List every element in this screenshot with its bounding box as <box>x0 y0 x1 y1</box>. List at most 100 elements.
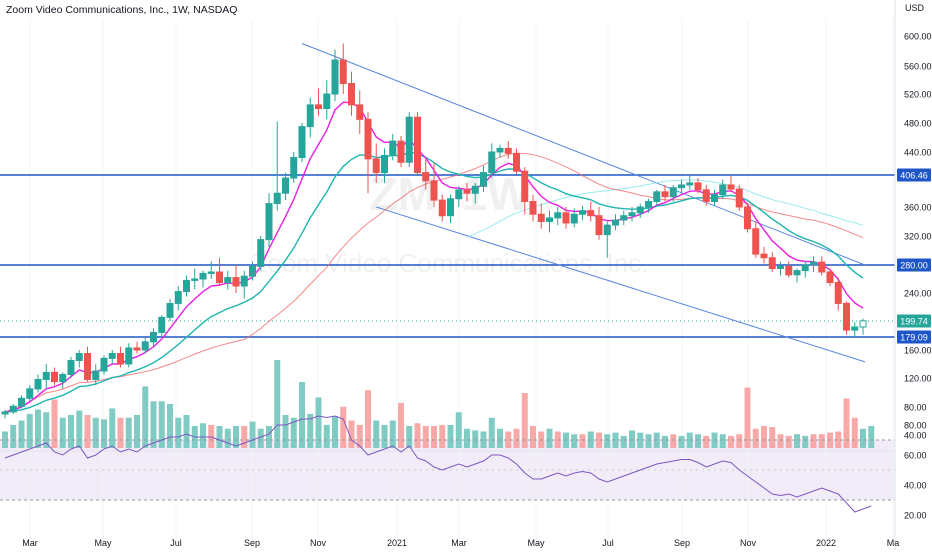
candle-body <box>315 104 322 109</box>
candle-body <box>306 104 314 128</box>
candle-body <box>199 272 207 280</box>
candle-body <box>59 374 67 383</box>
candle-body <box>546 217 553 222</box>
volume-bar <box>315 397 322 448</box>
time-tick-label: Mar <box>451 538 467 548</box>
candle-body <box>75 353 83 361</box>
volume-bar <box>645 434 652 448</box>
candle-body <box>463 189 471 194</box>
price-badge-label: 199.74 <box>900 317 928 327</box>
candle-body <box>364 118 372 160</box>
currency-label[interactable]: USD <box>904 3 924 13</box>
candle-body <box>694 182 702 191</box>
candle-body <box>735 188 743 208</box>
volume-bar <box>307 413 314 448</box>
volume-bar <box>546 428 553 448</box>
price-badges: 406.46 280.00 199.74 179.09 <box>897 168 931 344</box>
volume-bar <box>142 386 149 448</box>
candle-body <box>1 411 9 415</box>
time-tick-label: Mar <box>22 538 38 548</box>
channel-upper-line <box>301 43 866 266</box>
volume-bar <box>290 417 297 448</box>
time-axis-labels: Mar May Jul Sep Nov 2021 Mar May Jul Sep Nov 2022 Ma <box>22 538 899 548</box>
candle-body <box>265 203 273 241</box>
candle-body <box>100 357 108 372</box>
volume-bar <box>860 428 866 448</box>
candle-body <box>339 59 347 84</box>
volume-bar <box>167 404 173 448</box>
price-tick-label: 600.00 <box>904 32 932 42</box>
volume-bar <box>18 420 25 448</box>
volume-bar <box>68 415 74 448</box>
volume-bar <box>868 426 875 448</box>
volume-bar <box>439 424 446 448</box>
candle-body <box>719 184 727 196</box>
symbol-header: Zoom Video Communications, Inc., 1W, NAS… <box>6 4 238 16</box>
candle-body <box>51 371 58 383</box>
volume-bar <box>356 424 363 448</box>
candle-body <box>422 172 430 182</box>
volume-bar <box>109 408 116 448</box>
volume-bar <box>596 432 602 448</box>
volume-bar <box>282 415 289 448</box>
volume-bar <box>521 393 528 448</box>
volume-bar <box>2 431 8 448</box>
volume-bar <box>620 435 627 448</box>
volume-bar <box>183 415 190 448</box>
volume-bar <box>323 424 330 448</box>
volume-bar <box>472 430 479 448</box>
time-tick-label: 2022 <box>816 538 836 548</box>
candle-body <box>686 182 694 186</box>
rsi-tick-label: 20.00 <box>904 511 927 521</box>
time-tick-label: Ma <box>887 538 900 548</box>
candle-body <box>628 212 636 217</box>
candle-body <box>678 184 685 189</box>
candle-body <box>529 200 537 215</box>
candle-body <box>711 194 718 202</box>
candle-body <box>356 104 364 120</box>
volume-bar <box>480 431 487 448</box>
candle-body <box>521 170 529 202</box>
volume-bar <box>612 432 619 448</box>
candle-body <box>447 198 454 217</box>
volume-bar <box>785 435 792 448</box>
candle-body <box>224 277 232 284</box>
volume-bar <box>233 426 239 448</box>
candle-body <box>480 172 487 187</box>
volume-series <box>2 360 875 448</box>
candle-body <box>141 341 149 351</box>
candle-body <box>26 388 34 399</box>
candle-body <box>471 185 479 194</box>
volume-bar <box>761 426 767 448</box>
candle-body <box>108 353 116 359</box>
candle-body <box>661 191 669 198</box>
volume-bar <box>414 423 421 448</box>
candle-body <box>653 191 661 202</box>
candle-body <box>620 215 628 221</box>
volume-bar <box>332 416 338 448</box>
candle-body <box>331 59 339 95</box>
price-axis-ticks: 600.00 560.00 520.00 480.00 440.00 360.00 320.… <box>904 32 932 441</box>
candle-body <box>826 271 834 283</box>
rsi-tick-label: 60.00 <box>904 451 927 461</box>
volume-bar <box>505 431 512 448</box>
candle-body <box>150 331 157 343</box>
volume-bar <box>150 401 157 448</box>
candle-body <box>504 147 512 154</box>
time-tick-label: Sep <box>244 538 260 548</box>
price-tick-label: 360.00 <box>904 203 932 213</box>
rsi-tick-label: 40.00 <box>904 481 927 491</box>
candle-body <box>455 189 463 200</box>
volume-bar <box>43 412 50 448</box>
volume-bar <box>266 426 272 448</box>
volume-bar <box>752 428 759 448</box>
candle-body <box>554 212 562 219</box>
price-tick-label: 440.00 <box>904 148 932 158</box>
volume-bar <box>497 428 503 448</box>
volume-bar <box>51 399 58 448</box>
volume-bar <box>117 417 124 448</box>
volume-bar <box>678 435 685 448</box>
candle-body <box>257 239 265 267</box>
time-tick-label: Nov <box>310 538 327 548</box>
